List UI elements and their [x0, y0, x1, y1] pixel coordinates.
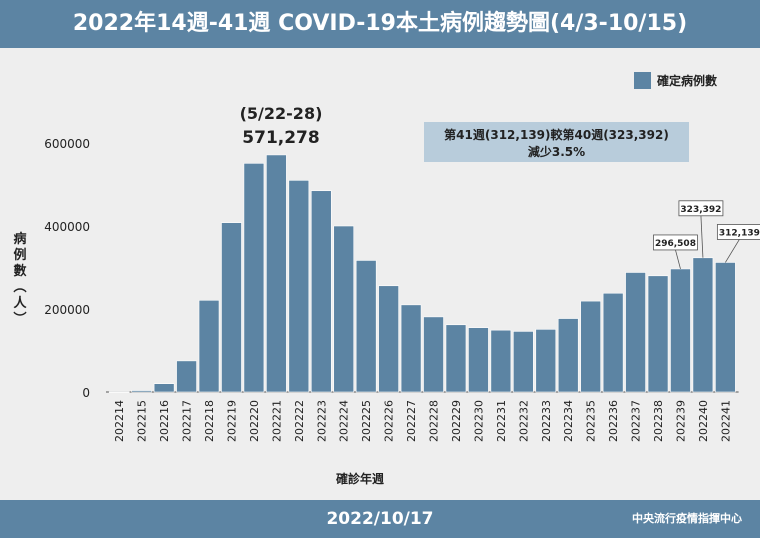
annotation-line-1: 第41週(312,139)較第40週(323,392) — [444, 128, 669, 142]
bar — [445, 324, 467, 393]
x-tick-label: 202239 — [674, 400, 687, 442]
bar — [198, 299, 220, 393]
x-tick-label: 202217 — [181, 400, 194, 442]
bar — [243, 163, 265, 393]
y-tick-label: 200000 — [44, 303, 90, 317]
y-tick-label: 600000 — [44, 137, 90, 151]
x-tick-label: 202227 — [405, 400, 418, 442]
footer-bar: 2022/10/17 中央流行疫情指揮中心 — [0, 500, 760, 538]
x-tick-label: 202233 — [540, 400, 553, 442]
bar — [670, 268, 691, 393]
data-label-pointer — [675, 249, 681, 270]
bar — [557, 318, 579, 393]
x-tick-label: 202221 — [270, 400, 283, 442]
data-label: 296,508 — [655, 239, 696, 249]
peak-week-label: (5/22-28) — [239, 104, 323, 123]
bar — [423, 316, 444, 393]
chart-svg: 0 200000 400000 600000 202214 202215 202216 202… — [44, 137, 760, 442]
bar — [288, 180, 310, 393]
x-tick-label: 202241 — [719, 400, 732, 442]
bar — [580, 300, 601, 393]
bar — [176, 360, 197, 393]
data-label: 312,139 — [719, 228, 760, 238]
bar — [400, 304, 422, 393]
bar — [513, 331, 534, 393]
peak-value-label: 571,278 — [242, 128, 320, 148]
bar — [535, 329, 557, 393]
bar — [490, 329, 512, 393]
bar — [468, 327, 489, 393]
chart-area: 0 200000 400000 600000 202214 202215 202216 202… — [0, 48, 760, 500]
legend: 確定病例數 — [634, 70, 717, 90]
annotation-line-2: 減少3.5% — [527, 145, 586, 159]
x-tick-label: 202231 — [495, 400, 508, 442]
y-axis-label-char: ︶ — [13, 312, 27, 327]
x-tick-label: 202225 — [360, 400, 373, 442]
x-tick-label: 202237 — [630, 400, 643, 442]
x-tick-label: 202238 — [652, 400, 665, 442]
bar — [355, 260, 377, 393]
x-tick-label: 202235 — [585, 400, 598, 442]
annotation-box: 第41週(312,139)較第40週(323,392) 減少3.5% — [424, 122, 689, 162]
bar — [692, 257, 714, 393]
title-bar: 2022年14週-41週 COVID-19本土病例趨勢圖(4/3-10/15) — [0, 0, 760, 48]
x-tick-label: 202223 — [315, 400, 328, 442]
bar — [625, 272, 646, 393]
y-axis-label-char: 病 — [13, 232, 27, 247]
data-label-pointer — [725, 239, 740, 263]
footer-date: 2022/10/17 — [326, 509, 434, 529]
y-tick-label: 400000 — [44, 220, 90, 234]
bar — [647, 275, 669, 393]
legend-swatch — [634, 71, 651, 89]
y-axis-label-char: 例 — [13, 248, 27, 263]
y-axis-label-char: 數 — [13, 264, 27, 279]
bar — [602, 292, 624, 393]
x-tick-label: 202240 — [697, 400, 710, 442]
bar — [153, 383, 175, 393]
x-tick-label: 202222 — [293, 400, 306, 442]
x-axis-label: 確診年週 — [335, 472, 384, 486]
y-axis-label-char: ︵ — [13, 280, 27, 295]
bar — [266, 154, 287, 393]
data-label-pointer — [700, 215, 704, 258]
x-tick-label: 202229 — [450, 400, 463, 442]
chart-title: 2022年14週-41週 COVID-19本土病例趨勢圖(4/3-10/15) — [72, 11, 688, 36]
x-tick-label: 202234 — [562, 400, 575, 442]
x-tick-label: 202214 — [113, 400, 126, 442]
bar — [108, 391, 130, 393]
x-tick-label: 202232 — [517, 400, 530, 442]
data-label: 323,392 — [680, 205, 721, 215]
x-tick-label: 202236 — [607, 400, 620, 442]
bar — [131, 390, 152, 393]
x-tick-label: 202224 — [338, 400, 351, 442]
y-axis-label: 病例數 ︵ 人 ︶ — [10, 232, 30, 328]
bar — [715, 262, 736, 393]
y-axis-label-char: 人 — [13, 296, 27, 311]
x-tick-label: 202230 — [472, 400, 485, 442]
bar — [378, 285, 399, 393]
bar — [310, 190, 332, 393]
x-tick-label: 202219 — [225, 400, 238, 442]
footer-source: 中央流行疫情指揮中心 — [632, 512, 742, 525]
legend-label: 確定病例數 — [657, 73, 718, 88]
x-tick-label: 202216 — [158, 400, 171, 442]
x-tick-label: 202218 — [203, 400, 216, 442]
x-tick-label: 202220 — [248, 400, 261, 442]
y-tick-label: 0 — [82, 386, 90, 400]
bar — [333, 225, 355, 393]
x-tick-label: 202226 — [383, 400, 396, 442]
x-tick-label: 202215 — [136, 400, 149, 442]
bar — [221, 222, 242, 393]
x-tick-label: 202228 — [428, 400, 441, 442]
